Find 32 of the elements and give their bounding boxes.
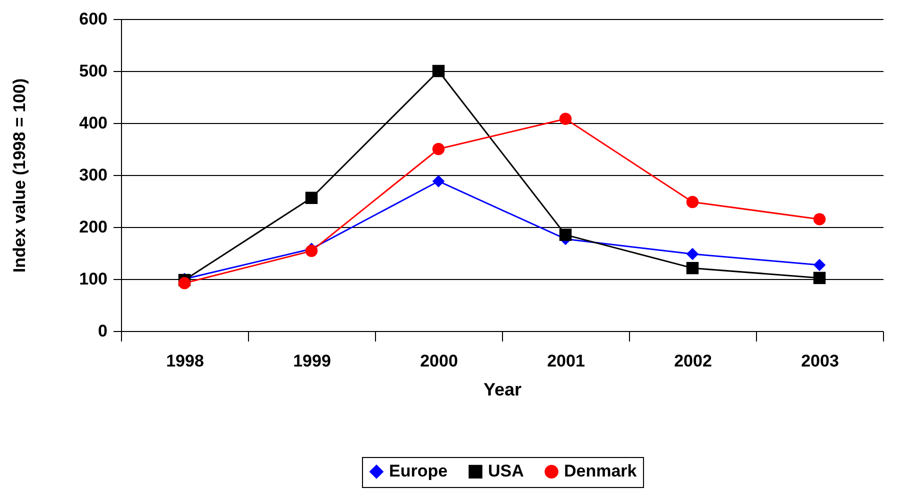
x-tick-label: 2001 xyxy=(547,352,585,370)
legend-label: Europe xyxy=(389,462,448,481)
point xyxy=(305,244,318,258)
point xyxy=(813,272,826,284)
point xyxy=(813,258,826,272)
point xyxy=(686,262,699,274)
point xyxy=(813,213,826,226)
x-tick-label: 2003 xyxy=(801,352,839,370)
point xyxy=(686,248,699,260)
point xyxy=(686,196,699,208)
y-tick-label: 100 xyxy=(79,270,108,288)
x-axis-title: Year xyxy=(483,380,522,400)
point xyxy=(432,142,445,156)
y-tick-label: 200 xyxy=(79,218,108,236)
y-tick-label: 400 xyxy=(79,114,108,132)
point xyxy=(559,112,572,125)
y-tick-label: 600 xyxy=(79,10,108,28)
y-tick-label: 500 xyxy=(79,62,108,80)
point xyxy=(559,228,572,241)
legend-label: USA xyxy=(488,462,524,481)
y-axis-title: Index value (1998 = 100) xyxy=(10,78,30,273)
point xyxy=(432,175,445,188)
x-tick-label: 1999 xyxy=(293,352,331,370)
y-tick-label: 300 xyxy=(79,166,108,184)
point xyxy=(432,64,445,78)
point xyxy=(178,277,191,290)
x-tick-label: 1998 xyxy=(166,352,204,370)
x-tick-label: 2000 xyxy=(420,352,458,370)
legend-label: Denmark xyxy=(564,462,638,481)
x-tick-label: 2002 xyxy=(674,352,712,370)
point xyxy=(305,192,318,204)
y-tick-label: 0 xyxy=(98,322,108,340)
